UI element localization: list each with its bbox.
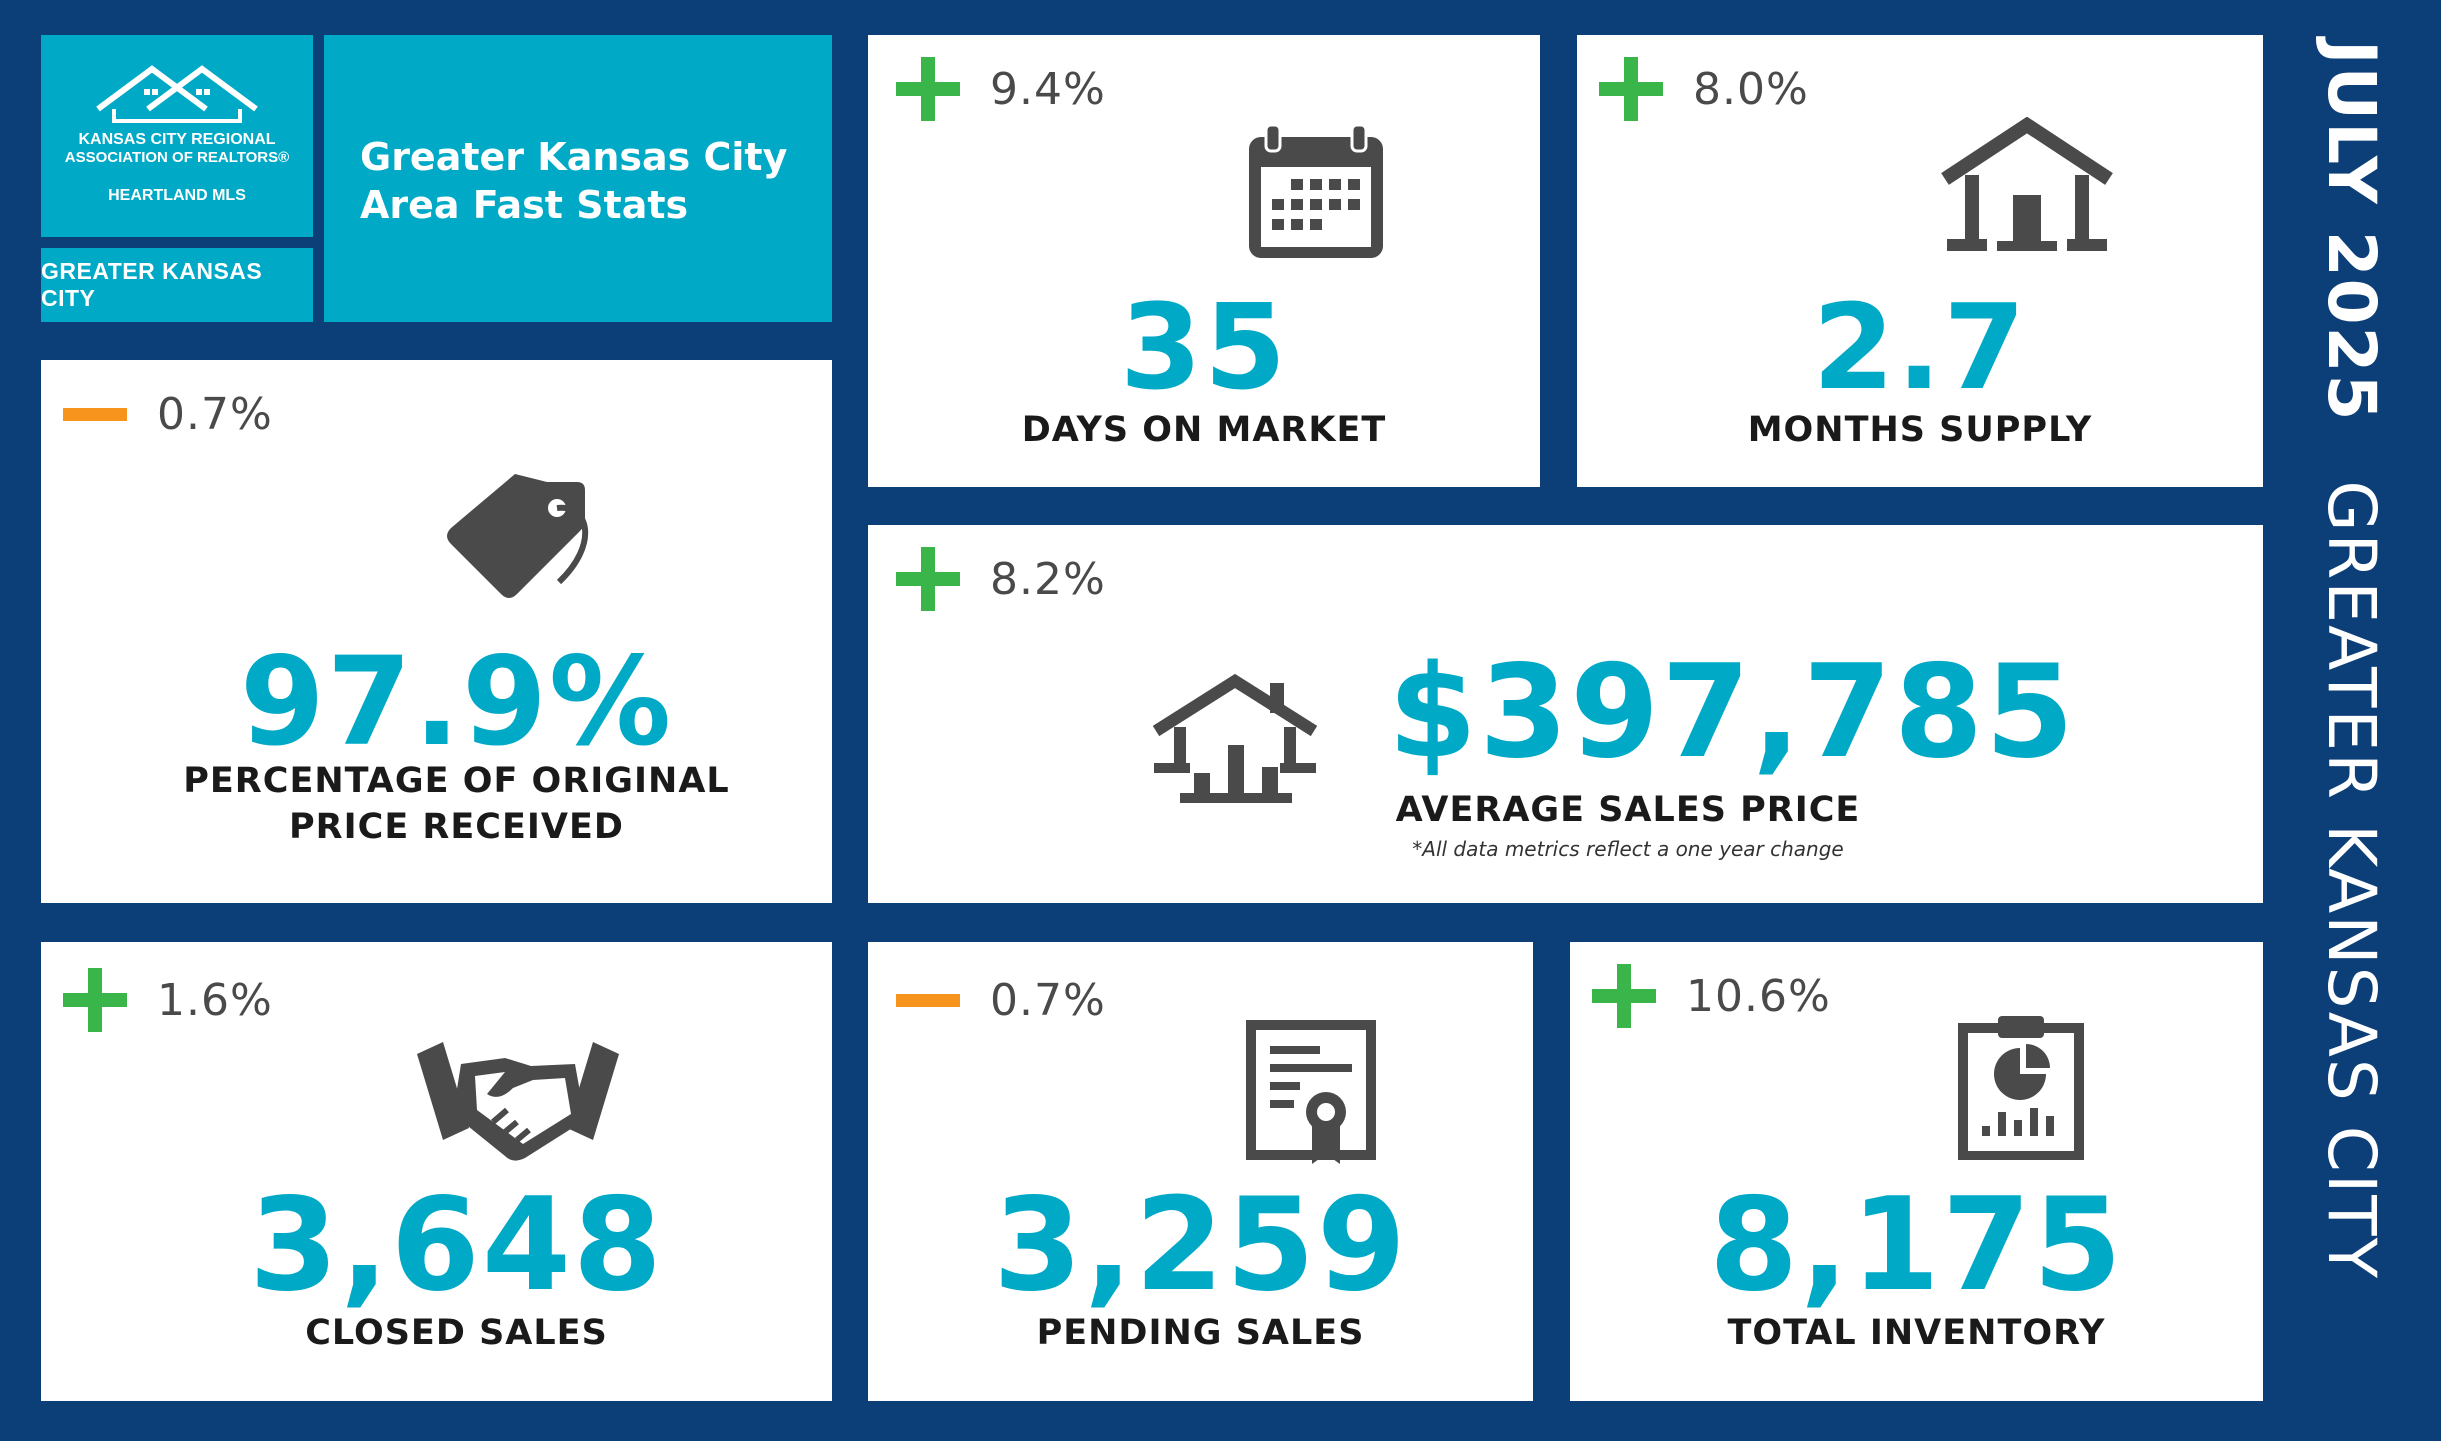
footnote: *All data metrics reflect a one year cha…: [1412, 837, 1844, 861]
stat-value: 2.7: [1812, 278, 2028, 416]
price-tag-icon: [447, 474, 588, 598]
change-value: 0.7%: [157, 388, 273, 440]
change-indicator: 0.7%: [896, 968, 1106, 1032]
minus-icon: [63, 382, 127, 446]
plus-icon: [896, 547, 960, 611]
report-month: JULY 2025: [2313, 40, 2391, 423]
report-title: Greater Kansas City Area Fast Stats: [360, 135, 788, 227]
change-indicator: 9.4%: [896, 57, 1106, 121]
stat-label: CLOSED SALES: [305, 1313, 608, 1353]
logo-line-association: KANSAS CITY REGIONAL: [78, 131, 276, 148]
stat-value: 3,648: [249, 1171, 664, 1320]
region-label: GREATER KANSAS CITY: [41, 258, 263, 311]
stat-card-pending-sales: 0.7% 3,259 PENDING SALES: [868, 942, 1533, 1401]
change-indicator: 10.6%: [1592, 964, 1831, 1028]
plus-icon: [1599, 57, 1663, 121]
stat-value: 8,175: [1709, 1171, 2124, 1320]
stat-label: MONTHS SUPPLY: [1747, 410, 2093, 450]
stat-label: TOTAL INVENTORY: [1727, 1313, 2106, 1353]
stat-value: 97.9%: [239, 631, 674, 773]
report-area: GREATER KANSAS CITY: [2313, 480, 2391, 1280]
stat-value: 3,259: [993, 1171, 1408, 1320]
plus-icon: [63, 968, 127, 1032]
logo-line-realtors: ASSOCIATION OF REALTORS®: [64, 149, 290, 166]
stat-label: PENDING SALES: [1036, 1313, 1365, 1353]
logo-line-mls: HEARTLAND MLS: [108, 187, 246, 204]
plus-icon: [1592, 964, 1656, 1028]
minus-icon: [896, 968, 960, 1032]
change-value: 8.2%: [990, 553, 1106, 605]
stat-card-total-inventory: 10.6% 8,175 TOTAL INVENTORY: [1570, 942, 2263, 1401]
calendar-icon: [1249, 123, 1383, 258]
house-icon: [1941, 117, 2113, 251]
house-chart-icon: [1152, 673, 1318, 803]
stat-label-line2: PRICE RECEIVED: [289, 807, 624, 847]
stat-value: $397,785: [1388, 638, 2077, 787]
stat-card-pct-original-price: 0.7% 97.9% PERCENTAGE OF ORIGINAL PRICE …: [41, 360, 832, 903]
plus-icon: [896, 57, 960, 121]
stat-label: DAYS ON MARKET: [1021, 410, 1387, 450]
handshake-icon: [417, 1042, 619, 1161]
stat-value: 35: [1119, 278, 1289, 416]
clipboard-chart-icon: [1958, 1016, 2084, 1160]
region-label-box: GREATER KANSAS CITY: [41, 248, 313, 322]
side-banner: JULY 2025 GREATER KANSAS CITY: [2292, 40, 2412, 1400]
change-value: 1.6%: [157, 974, 273, 1026]
logo: KANSAS CITY REGIONAL ASSOCIATION OF REAL…: [41, 35, 313, 237]
stat-card-average-sales-price: 8.2% $397,785 AVERAGE SALES PRICE *All d…: [868, 525, 2263, 903]
stat-card-months-supply: 8.0% 2.7 MONTHS SUPPLY: [1577, 35, 2263, 487]
stat-card-closed-sales: 1.6% 3,648 CLOSED SALES: [41, 942, 832, 1401]
title-box: Greater Kansas City Area Fast Stats: [324, 35, 832, 322]
change-indicator: 0.7%: [63, 382, 273, 446]
change-indicator: 8.2%: [896, 547, 1106, 611]
stat-label: AVERAGE SALES PRICE: [1395, 790, 1861, 830]
change-indicator: 1.6%: [63, 968, 273, 1032]
stat-label-line1: PERCENTAGE OF ORIGINAL: [183, 761, 730, 801]
change-value: 8.0%: [1693, 63, 1809, 115]
change-indicator: 8.0%: [1599, 57, 1809, 121]
certificate-icon: [1246, 1020, 1376, 1164]
change-value: 0.7%: [990, 974, 1106, 1026]
change-value: 9.4%: [990, 63, 1106, 115]
logo-houses-icon: [96, 65, 258, 123]
change-value: 10.6%: [1686, 970, 1831, 1022]
stat-card-days-on-market: 9.4% 35 DAYS ON MARKET: [868, 35, 1540, 487]
